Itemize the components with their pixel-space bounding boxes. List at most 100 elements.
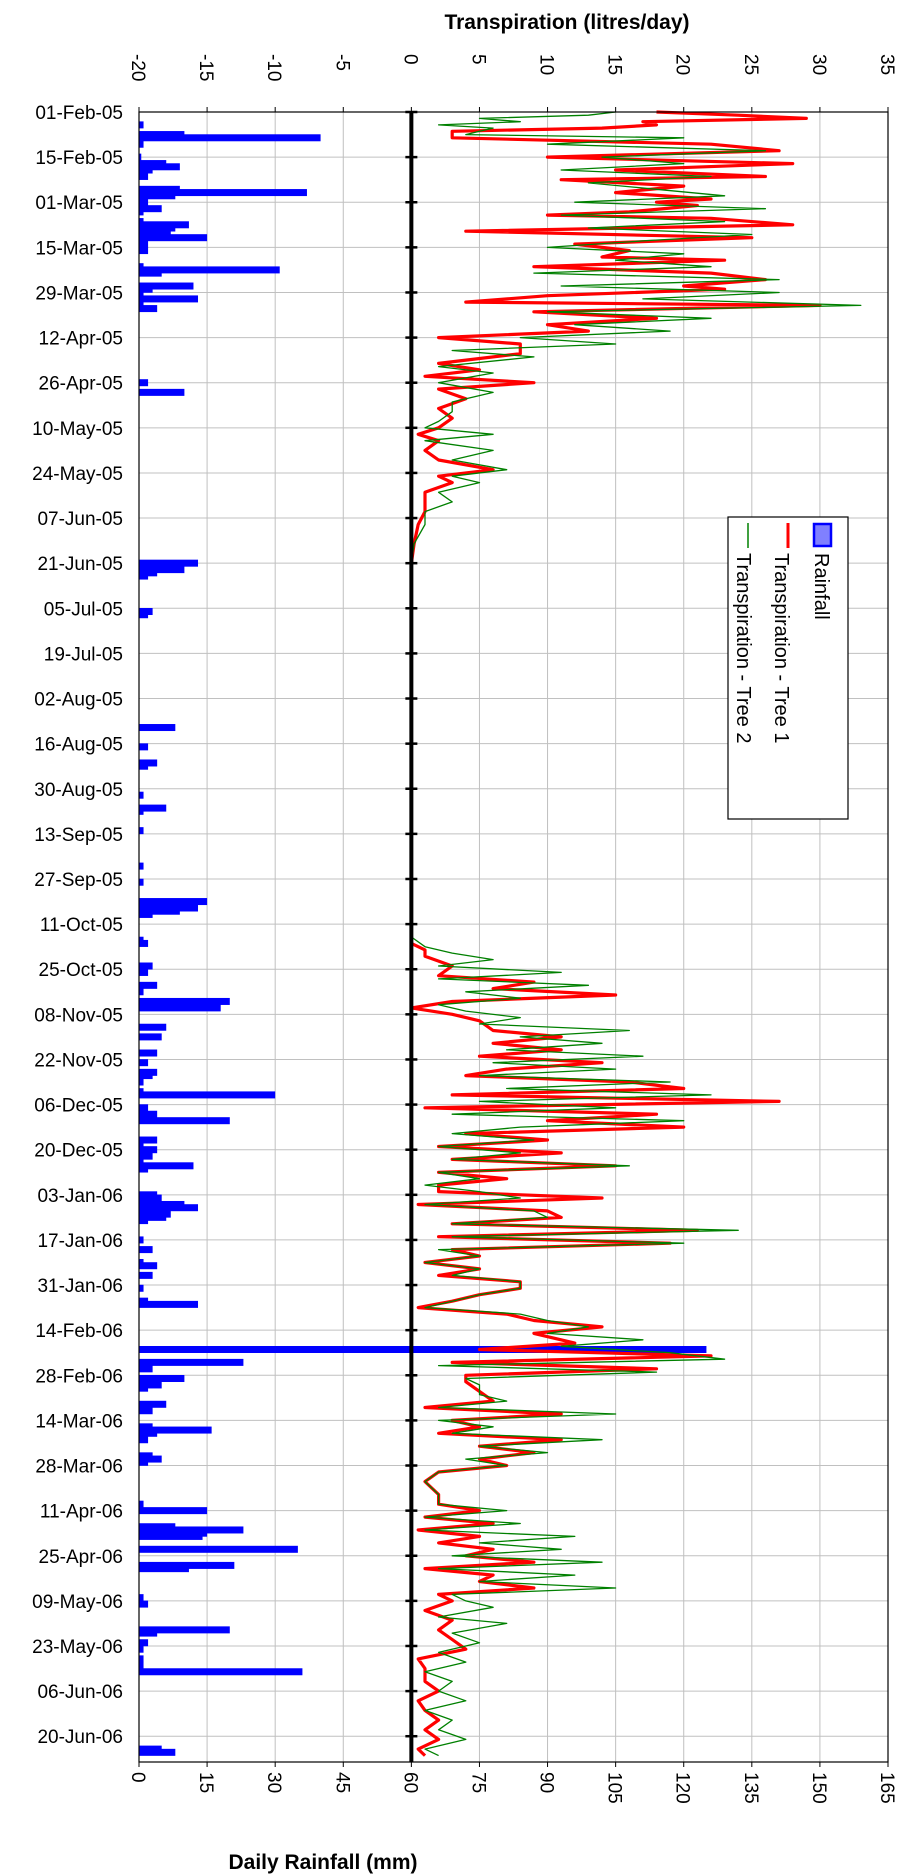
rainfall-bar-64 [139, 1004, 221, 1012]
legend-label-tree2: Transpiration - Tree 2 [732, 553, 754, 743]
top-axis-label-9: 25 [740, 54, 761, 75]
top-axis-label-10: 30 [808, 54, 829, 75]
date-tick-label-23: 20-Dec-05 [34, 1141, 123, 1162]
tick-labels: 01-Feb-05 15-Feb-05 01-Mar-05 15-Mar-05 29-M… [32, 54, 897, 1804]
date-tick-label-35: 06-Jun-06 [37, 1682, 123, 1703]
rainfall-bar-109 [139, 1407, 153, 1415]
rainfall-bar-126 [139, 1594, 144, 1602]
date-tick-label-20: 08-Nov-05 [34, 1005, 123, 1026]
date-tick-label-0: 01-Feb-05 [35, 103, 123, 124]
rainfall-bar-37 [139, 569, 158, 577]
rainfall-bar-40 [139, 611, 149, 619]
date-tick-label-13: 02-Aug-05 [34, 690, 123, 711]
rainfall-bar-74 [139, 1104, 149, 1112]
date-tick-label-11: 05-Jul-05 [44, 599, 123, 620]
rainfall-bar-134 [139, 1668, 303, 1676]
rainfall-bar-49 [139, 862, 144, 870]
date-tick-label-7: 10-May-05 [32, 419, 123, 440]
date-tick-label-14: 16-Aug-05 [34, 735, 123, 756]
rainfall-bar-13 [139, 205, 162, 213]
bottom-axis-title: Daily Rainfall (mm) [228, 1851, 417, 1874]
rainfall-bar-66 [139, 1033, 162, 1041]
rainfall-bar-27 [139, 285, 153, 293]
date-tick-label-29: 14-Mar-06 [35, 1411, 123, 1432]
date-tick-label-12: 19-Jul-05 [44, 644, 123, 665]
date-tick-label-16: 13-Sep-05 [34, 825, 123, 846]
axes [138, 107, 889, 1767]
rainfall-bar-46 [139, 804, 167, 812]
rainfall-bar-136 [139, 1748, 176, 1756]
rainfall-bar-21 [139, 240, 149, 248]
rainfall-bar-129 [139, 1629, 158, 1637]
bottom-axis-label-9: 135 [740, 1772, 761, 1804]
rainfall-bar-128 [139, 1626, 230, 1634]
rainfall-bar-47 [139, 807, 144, 815]
rainfall-bar-6 [139, 163, 180, 171]
rainfall-bar-94 [139, 1246, 153, 1254]
rainfall-bar-73 [139, 1091, 276, 1099]
rainfall-bar-81 [139, 1152, 153, 1160]
rainfall-bar-26 [139, 282, 194, 290]
top-axis-label-3: -5 [331, 54, 352, 71]
rainfall-bar-3 [139, 140, 144, 148]
bottom-axis-label-2: 30 [263, 1772, 284, 1793]
rainfall-bar-93 [139, 1236, 144, 1244]
bottom-axis-label-8: 120 [672, 1772, 693, 1804]
legend-box [727, 516, 849, 820]
date-tick-label-18: 11-Oct-05 [40, 915, 123, 936]
top-axis-label-2: -10 [263, 54, 284, 81]
bottom-axis-label-10: 150 [808, 1772, 829, 1804]
rainfall-bar-43 [139, 759, 158, 767]
date-tick-label-36: 20-Jun-06 [37, 1727, 123, 1748]
rainfall-bar-118 [139, 1507, 208, 1515]
rainfall-bar-10 [139, 189, 307, 197]
top-axis-label-5: 5 [467, 54, 488, 65]
rainfall-bar-71 [139, 1078, 144, 1086]
date-tick-label-27: 14-Feb-06 [35, 1321, 123, 1342]
legend-rainfall-swatch [812, 522, 833, 548]
rainfall-bars [139, 121, 707, 1756]
rainfall-bar-113 [139, 1436, 149, 1444]
date-tick-label-34: 23-May-06 [32, 1637, 123, 1658]
rainfall-bar-107 [139, 1384, 149, 1392]
top-axis-label-0: -20 [127, 54, 148, 81]
date-tick-label-15: 30-Aug-05 [34, 780, 123, 801]
rainfall-bar-67 [139, 1049, 158, 1057]
top-axis-label-8: 20 [672, 54, 693, 75]
rainfall-bar-117 [139, 1500, 144, 1508]
rainfall-bar-84 [139, 1165, 149, 1173]
top-axis-label-7: 15 [604, 54, 625, 75]
rainfall-bar-34 [139, 559, 199, 567]
rainfall-bar-101 [139, 1346, 707, 1353]
rainfall-bar-115 [139, 1455, 162, 1463]
rainfall-bar-12 [139, 198, 149, 206]
date-tick-label-6: 26-Apr-05 [39, 374, 124, 395]
rainfall-bar-7 [139, 166, 153, 174]
bottom-axis-label-6: 90 [536, 1772, 557, 1793]
rainfall-bar-88 [139, 1204, 199, 1212]
rainfall-bar-98 [139, 1284, 144, 1292]
rainfall-bar-42 [139, 743, 149, 751]
rainfall-bar-11 [139, 192, 176, 200]
rainfall-bar-112 [139, 1429, 158, 1437]
rainfall-bar-41 [139, 724, 176, 732]
plot-border [138, 111, 889, 1763]
rainfall-bar-104 [139, 1365, 153, 1373]
bottom-axis-label-4: 60 [399, 1772, 420, 1793]
rainfall-bar-82 [139, 1155, 144, 1163]
rainfall-bar-58 [139, 962, 153, 970]
rainfall-bar-45 [139, 791, 144, 799]
rainfall-bar-77 [139, 1117, 230, 1125]
date-tick-label-19: 25-Oct-05 [39, 960, 123, 981]
legend-label-rainfall: Rainfall [810, 553, 832, 620]
rainfall-bar-96 [139, 1262, 158, 1270]
rainfall-bar-33 [139, 388, 185, 396]
bottom-axis-label-1: 15 [195, 1772, 216, 1793]
legend: Rainfall Transpiration - Tree 1 Transpir… [727, 516, 849, 820]
rainfall-bar-125 [139, 1565, 189, 1573]
rainfall-bar-97 [139, 1271, 153, 1279]
rainfall-bar-20 [139, 234, 208, 242]
rainfall-bar-44 [139, 762, 149, 770]
rainfall-bar-57 [139, 939, 149, 947]
rainfall-bar-36 [139, 566, 185, 574]
